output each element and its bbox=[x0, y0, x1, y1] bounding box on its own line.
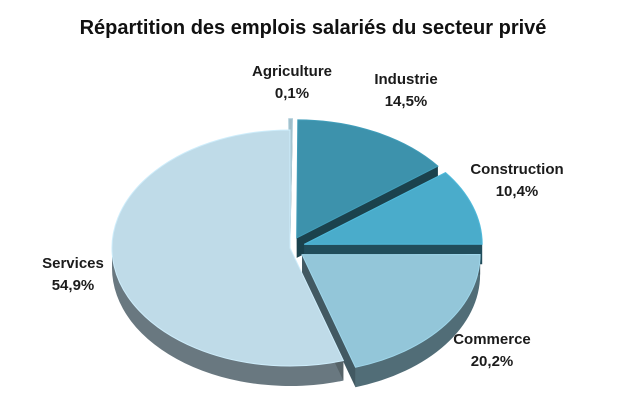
slice-label-industrie: Industrie bbox=[374, 71, 437, 88]
slice-label-construction: Construction bbox=[470, 161, 563, 178]
pie-slice-services bbox=[111, 129, 345, 367]
pie-slice-wall-commerce bbox=[355, 254, 481, 388]
slice-value-industrie: 14,5% bbox=[385, 93, 428, 110]
slice-value-agriculture: 0,1% bbox=[275, 85, 309, 102]
slice-value-commerce: 20,2% bbox=[471, 353, 514, 370]
pie-slice-construction bbox=[303, 171, 483, 245]
pie-slice-wall-services bbox=[112, 248, 344, 386]
slice-value-construction: 10,4% bbox=[496, 183, 539, 200]
pie-slice-commerce bbox=[301, 253, 481, 368]
pie-slice-face-commerce-1 bbox=[302, 254, 356, 388]
slice-label-agriculture: Agriculture bbox=[252, 63, 332, 80]
pie-slice-industrie bbox=[296, 119, 439, 239]
slice-value-services: 54,9% bbox=[52, 277, 95, 294]
chart-title: Répartition des emplois salariés du sect… bbox=[80, 17, 547, 39]
slice-label-services: Services bbox=[42, 255, 104, 272]
slice-label-commerce: Commerce bbox=[453, 331, 531, 348]
